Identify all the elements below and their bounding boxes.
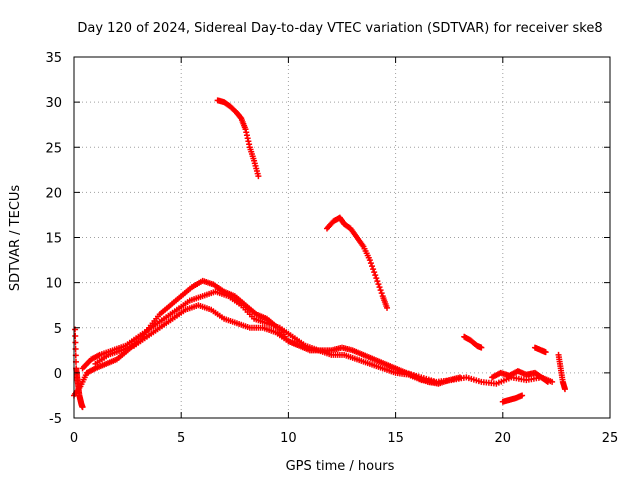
data-point — [255, 173, 262, 180]
chart-title: Day 120 of 2024, Sidereal Day-to-day VTE… — [77, 21, 602, 36]
series-track-d — [214, 97, 262, 180]
data-point — [519, 392, 526, 399]
x-axis-label: GPS time / hours — [286, 459, 395, 474]
y-axis-label: SDTVAR / TECUs — [8, 185, 23, 292]
data-point — [478, 344, 485, 351]
series-track-e — [323, 214, 391, 311]
data-point — [371, 269, 378, 276]
series-track-b — [79, 288, 438, 385]
series-track-j — [531, 344, 549, 356]
series-track-k — [555, 351, 568, 393]
data-point — [544, 378, 551, 385]
data-point — [370, 266, 377, 273]
y-tick-label: 25 — [45, 141, 62, 156]
series-track-g — [461, 333, 485, 351]
data-point — [373, 275, 380, 282]
y-tick-label: 30 — [45, 96, 62, 111]
data-point — [542, 349, 549, 356]
data-point — [372, 272, 379, 279]
x-tick-label: 20 — [495, 431, 512, 446]
data-point — [378, 290, 385, 297]
data-point — [561, 386, 568, 393]
data-point — [543, 378, 550, 385]
y-tick-label: 0 — [54, 367, 62, 382]
axes-ticks: 0 5 10 15 20 25 -5 0 5 10 15 20 25 30 35 — [45, 51, 618, 446]
data-point — [384, 304, 391, 311]
x-tick-label: 10 — [280, 431, 297, 446]
data-point — [79, 404, 86, 411]
series-track-i — [499, 392, 526, 405]
data-point — [72, 339, 79, 346]
data-point — [369, 263, 376, 270]
data-points — [71, 97, 568, 411]
data-point — [72, 333, 79, 340]
x-tick-label: 15 — [387, 431, 404, 446]
data-point — [377, 287, 384, 294]
data-point — [375, 281, 382, 288]
grid — [74, 57, 610, 418]
series-track-h — [489, 368, 551, 385]
y-tick-label: 35 — [45, 51, 62, 66]
data-point — [298, 342, 305, 349]
data-point — [366, 257, 373, 264]
y-tick-label: 10 — [45, 277, 62, 292]
series-track-a — [71, 277, 463, 399]
y-tick-label: 20 — [45, 186, 62, 201]
y-tick-label: 15 — [45, 232, 62, 247]
y-tick-label: -5 — [49, 412, 62, 427]
data-point — [376, 284, 383, 291]
data-point — [374, 278, 381, 285]
series-track-c — [92, 302, 305, 367]
data-point — [367, 260, 374, 267]
x-tick-label: 25 — [602, 431, 619, 446]
x-tick-label: 0 — [70, 431, 78, 446]
x-tick-label: 5 — [177, 431, 185, 446]
y-tick-label: 5 — [54, 322, 62, 337]
